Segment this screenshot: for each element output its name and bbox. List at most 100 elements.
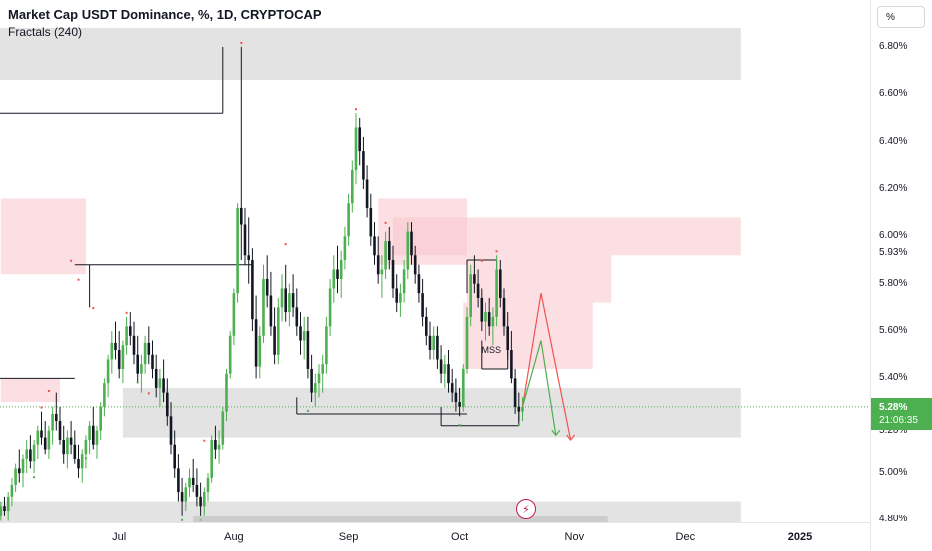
- candle-body: [343, 236, 347, 261]
- price-tick-label: 5.80%: [879, 277, 908, 289]
- fractal-up-marker: [355, 108, 357, 111]
- candle-body: [428, 335, 432, 351]
- candle-body: [210, 439, 213, 478]
- candle-body: [265, 278, 269, 296]
- candle-body: [480, 297, 484, 322]
- candle-body: [317, 373, 321, 384]
- candle-body: [388, 241, 391, 261]
- projection-path-green: [521, 340, 557, 436]
- current-price-value: 5.28%: [879, 402, 908, 413]
- candle-body: [421, 293, 424, 317]
- candle-body: [232, 293, 236, 336]
- candle-body: [40, 430, 43, 438]
- fractal-down-marker: [10, 490, 13, 493]
- time-axis[interactable]: Jul Aug Sep Oct Nov Dec 2025: [0, 522, 870, 551]
- candle-body: [43, 437, 47, 450]
- fractal-up-marker: [125, 311, 128, 314]
- price-tick-label: 6.80%: [879, 40, 908, 52]
- candle-body: [365, 179, 369, 208]
- price-tick-partial-top: 5.20%: [879, 426, 908, 435]
- candle-body: [92, 425, 95, 445]
- candle-body: [425, 316, 428, 336]
- candle-body: [417, 274, 421, 294]
- candle-body: [132, 335, 136, 355]
- candle-body: [125, 326, 128, 346]
- projection-path-red: [521, 293, 572, 441]
- candle-body: [55, 413, 58, 422]
- candle-body: [103, 383, 106, 407]
- candle-body: [495, 269, 498, 317]
- supply-zone: [393, 217, 741, 256]
- candle-body: [373, 236, 376, 256]
- supply-zone: [0, 198, 86, 275]
- candle-body: [147, 342, 151, 355]
- candle-body: [114, 342, 117, 351]
- candle-body: [351, 170, 354, 204]
- price-tick-label: 6.40%: [879, 135, 908, 147]
- candle-body: [66, 437, 69, 455]
- time-tick-label: Dec: [675, 531, 696, 543]
- candle-body: [106, 359, 110, 384]
- candle-body: [450, 383, 454, 393]
- candle-body: [280, 288, 284, 308]
- unit-selector[interactable]: %: [877, 6, 925, 28]
- candle-body: [110, 342, 114, 360]
- candle-body: [413, 255, 417, 275]
- candle-body: [136, 354, 139, 374]
- candle-body: [302, 331, 306, 341]
- candle-body: [199, 496, 202, 507]
- candle-body: [339, 260, 343, 279]
- time-tick-label: Sep: [338, 531, 359, 543]
- fractal-up-marker: [147, 392, 150, 395]
- candle-body: [262, 278, 265, 336]
- candle-body: [254, 319, 258, 367]
- candle-body: [151, 354, 154, 369]
- candle-body: [29, 449, 32, 462]
- candle-body: [299, 326, 302, 341]
- candle-body: [88, 425, 91, 440]
- price-tick-label: 6.20%: [879, 182, 908, 194]
- candle-body: [380, 269, 384, 275]
- candle-body: [166, 392, 169, 417]
- candle-body: [462, 368, 465, 407]
- price-axis[interactable]: % 6.80% 6.60% 6.40% 6.20% 6.00% 5.93% 5.80% 5.6…: [870, 0, 932, 550]
- candle-body: [69, 437, 73, 445]
- candle-body: [399, 293, 402, 303]
- chart-area[interactable]: Market Cap USDT Dominance, %, 1D, CRYPTO…: [0, 0, 870, 522]
- lightning-icon[interactable]: ⚡: [516, 499, 536, 519]
- candle-body: [328, 288, 332, 327]
- candle-body: [269, 295, 273, 327]
- candle-body: [513, 378, 517, 407]
- arrowhead-red: [566, 434, 576, 441]
- fractal-down-marker: [181, 518, 184, 521]
- candle-body: [180, 492, 184, 502]
- candle-body: [454, 392, 458, 403]
- candle-body: [447, 364, 450, 384]
- candle-body: [406, 231, 410, 270]
- candle-body: [469, 274, 472, 317]
- unit-label: %: [886, 11, 895, 23]
- candle-body: [77, 458, 80, 469]
- time-tick-label: Oct: [451, 531, 469, 543]
- candle-body: [273, 326, 276, 355]
- candle-body: [62, 439, 65, 455]
- candle-body: [32, 444, 36, 462]
- price-chart[interactable]: [0, 0, 870, 522]
- fractal-up-marker: [240, 41, 243, 44]
- candle-body: [247, 255, 250, 261]
- candle-body: [14, 468, 17, 485]
- candle-body: [476, 283, 480, 298]
- candle-body: [410, 231, 413, 256]
- candle-body: [162, 378, 165, 393]
- candle-body: [3, 506, 6, 512]
- candle-body: [358, 127, 361, 152]
- candle-body: [236, 207, 239, 294]
- candle-body: [295, 307, 299, 327]
- candle-body: [225, 373, 228, 412]
- indicator-label[interactable]: Fractals (240): [8, 25, 83, 39]
- candle-body: [384, 241, 387, 270]
- candle-body: [169, 416, 173, 445]
- candle-body: [195, 484, 199, 497]
- candle-body: [502, 297, 506, 327]
- candle-body: [73, 444, 77, 459]
